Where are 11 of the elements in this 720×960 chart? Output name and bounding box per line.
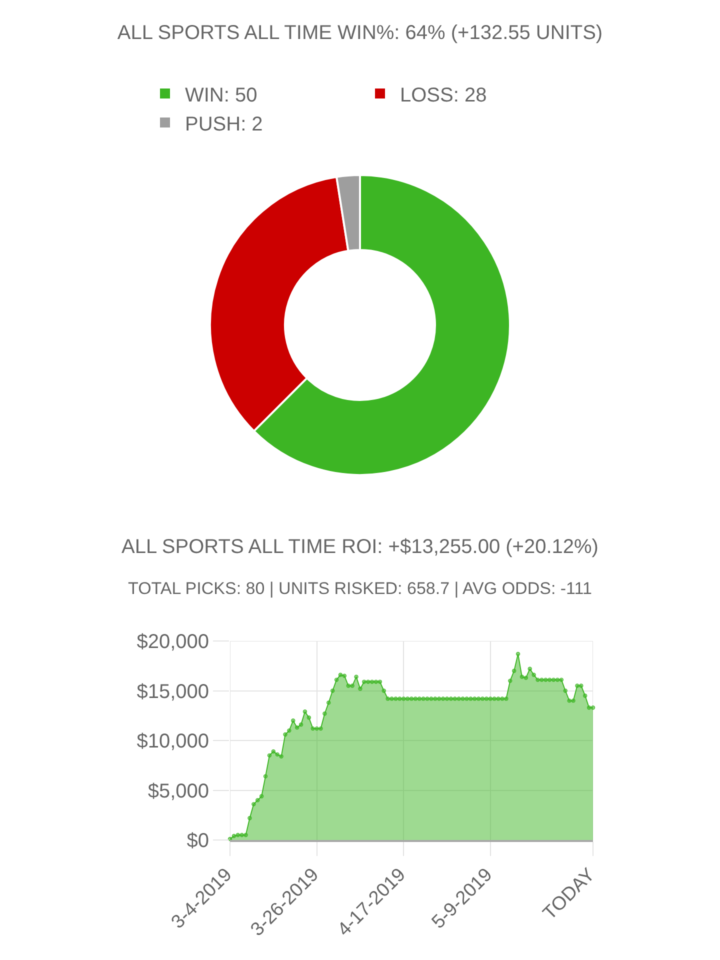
chart-subtitle: TOTAL PICKS: 80 | UNITS RISKED: 658.7 | AVG ODDS: -111	[128, 579, 592, 598]
y-tick-label: $20,000	[136, 631, 209, 653]
legend-label: WIN: 50	[185, 84, 258, 106]
y-tick-label: $5,000	[148, 780, 209, 802]
chart-title: ALL SPORTS ALL TIME WIN%: 64% (+132.55 UNITS)	[117, 22, 603, 44]
legend-label: PUSH: 2	[185, 113, 263, 136]
chart-title: ALL SPORTS ALL TIME ROI: +$13,255.00 (+20.12%)	[122, 536, 598, 558]
legend-label: LOSS: 28	[400, 84, 487, 106]
y-tick-label: $15,000	[136, 680, 209, 703]
y-tick-label: $0	[186, 830, 209, 852]
y-tick-label: $10,000	[136, 730, 209, 752]
